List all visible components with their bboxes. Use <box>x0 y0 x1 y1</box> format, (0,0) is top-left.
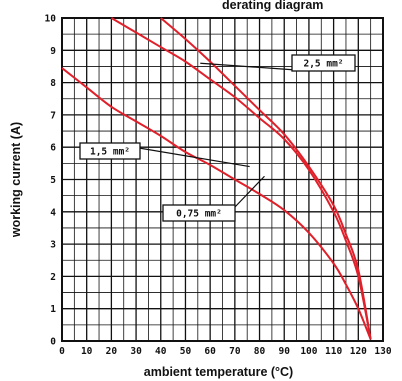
x-tick-label: 20 <box>106 346 118 357</box>
x-tick-label: 40 <box>155 346 167 357</box>
x-axis-title: ambient temperature (°C) <box>144 365 293 379</box>
y-tick-label: 1 <box>50 304 56 315</box>
y-axis-title: working current (A) <box>9 122 23 238</box>
y-tick-label: 5 <box>50 175 56 186</box>
chart-grid <box>61 17 384 342</box>
x-tick-label: 100 <box>300 346 317 357</box>
x-tick-label: 60 <box>204 346 216 357</box>
y-tick-label: 8 <box>50 78 56 89</box>
y-tick-label: 0 <box>50 337 56 348</box>
y-tick-label: 2 <box>50 272 56 283</box>
x-tick-label: 0 <box>59 346 65 357</box>
y-tick-label: 6 <box>50 143 56 154</box>
x-tick-label: 120 <box>350 346 367 357</box>
x-tick-label: 70 <box>229 346 241 357</box>
x-tick-label: 80 <box>254 346 266 357</box>
series-line-1 <box>110 17 372 340</box>
series-layer <box>61 17 372 340</box>
tick-labels: 0 10 20 30 40 50 60 70 80 90 100 110 120 130 0 1 2 3 4 5 6 7 8… <box>45 14 392 358</box>
callout-box <box>162 204 236 222</box>
y-tick-label: 10 <box>45 14 57 25</box>
callouts: 2,5 mm² 1,5 mm² 0,75 mm² <box>79 54 356 222</box>
callout-label: 1,5 mm² <box>90 147 130 158</box>
x-tick-label: 90 <box>279 346 291 357</box>
series-line-0 <box>61 67 372 340</box>
callout-box <box>291 54 356 72</box>
x-tick-label: 10 <box>81 346 93 357</box>
x-tick-label: 50 <box>180 346 192 357</box>
x-tick-label: 110 <box>325 346 342 357</box>
x-tick-label: 30 <box>130 346 142 357</box>
y-tick-label: 7 <box>50 110 56 121</box>
y-tick-label: 9 <box>50 46 56 57</box>
series-line-2 <box>160 17 372 340</box>
callout-leader <box>200 62 297 71</box>
callout-leader <box>233 175 265 209</box>
x-tick-label: 130 <box>374 346 391 357</box>
y-tick-label: 3 <box>50 240 56 251</box>
callout-box <box>79 142 141 160</box>
plot-frame <box>61 17 384 342</box>
callout-leader <box>138 147 250 168</box>
y-tick-label: 4 <box>50 207 56 218</box>
callout-label: 2,5 mm² <box>303 59 343 70</box>
callout-label: 0,75 mm² <box>176 209 222 220</box>
chart-title: derating diagram <box>222 0 323 12</box>
